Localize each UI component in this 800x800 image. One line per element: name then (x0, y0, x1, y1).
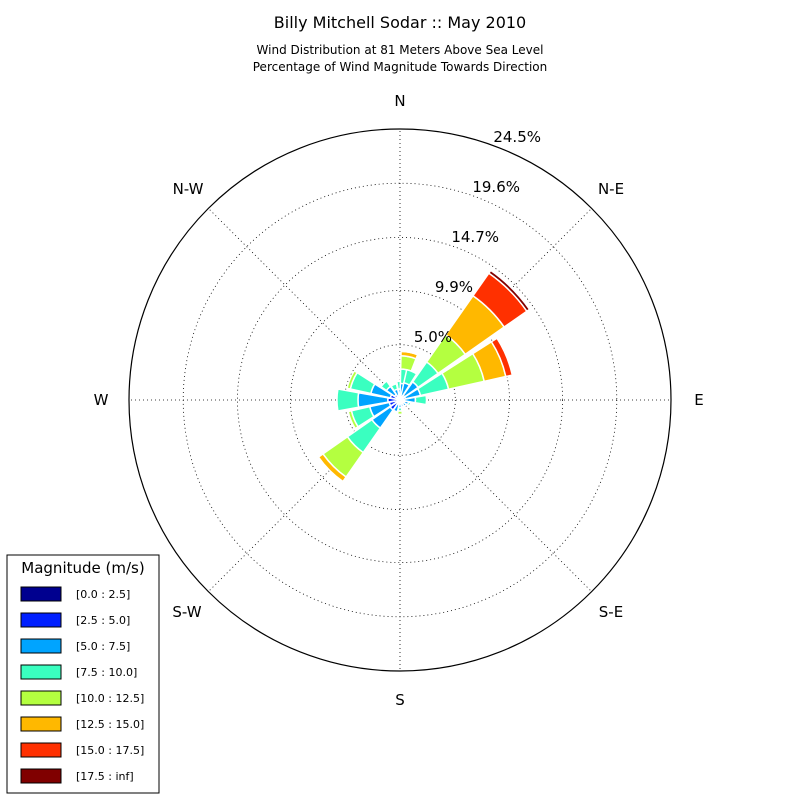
wind-bar-dir4-bin6 (490, 337, 514, 378)
wind-bar-dir5-bin3 (414, 394, 428, 406)
radial-tick-label-3: 14.7% (451, 228, 499, 246)
legend-label-2: [2.5 : 5.0] (76, 614, 130, 627)
legend-swatch-1 (20, 586, 62, 602)
radial-tick-label-2: 9.9% (435, 278, 473, 296)
legend: Magnitude (m/s) [0.0 : 2.5] [2.5 : 5.0] [5… (6, 554, 160, 794)
wind-bar-dir2-bin3 (402, 368, 418, 387)
legend-swatch-6 (20, 716, 62, 732)
legend-swatch-7 (20, 742, 62, 758)
radial-tick-label-5: 24.5% (493, 128, 541, 146)
grid-spoke-4 (399, 399, 592, 592)
direction-label-ne: N-E (598, 180, 624, 198)
legend-label-4: [7.5 : 10.0] (76, 666, 137, 679)
wind-bars (317, 269, 531, 483)
chart-subtitle-line-2: Percentage of Wind Magnitude Towards Dir… (253, 60, 547, 74)
legend-entries: [0.0 : 2.5] [2.5 : 5.0] [5.0 : 7.5] [7.5 : … (20, 586, 144, 784)
legend-swatch-8 (20, 768, 62, 784)
legend-label-7: [15.0 : 17.5] (76, 744, 144, 757)
legend-label-6: [12.5 : 15.0] (76, 718, 144, 731)
legend-swatch-2 (20, 612, 62, 628)
grid-ring-3 (236, 236, 564, 564)
wind-bar-dir3-bin7 (487, 269, 531, 313)
legend-label-3: [5.0 : 7.5] (76, 640, 130, 653)
wind-bar-dir9-bin4 (396, 410, 404, 416)
wind-bar-dir7-bin2 (401, 401, 408, 408)
wind-bar-dir14-bin4 (346, 369, 359, 390)
wind-bar-dir6-bin3 (406, 401, 412, 407)
legend-swatch-3 (20, 638, 62, 654)
chart-title: Billy Mitchell Sodar :: May 2010 (274, 13, 526, 32)
wind-bar-dir16-bin3 (390, 382, 399, 392)
wind-bar-dir15-bin3 (379, 379, 392, 392)
legend-label-8: [17.5 : inf] (76, 770, 134, 783)
radial-tick-label-1: 5.0% (414, 328, 452, 346)
radial-tick-label-4: 19.6% (472, 178, 520, 196)
wind-bar-dir12-bin4 (347, 409, 360, 430)
direction-label-e: E (694, 391, 703, 409)
polar-grid (129, 129, 671, 671)
grid-ring-1 (344, 344, 456, 456)
direction-label-nw: N-W (173, 180, 204, 198)
polar-frame (128, 128, 672, 672)
direction-label-s: S (395, 691, 405, 709)
direction-label-n: N (394, 92, 405, 110)
grid-spoke-8 (208, 208, 401, 401)
legend-label-5: [10.0 : 12.5] (76, 692, 144, 705)
legend-swatch-5 (20, 690, 62, 706)
direction-label-sw: S-W (172, 603, 201, 621)
direction-label-se: S-E (599, 603, 623, 621)
wind-bar-dir13-bin3 (336, 388, 360, 412)
direction-label-w: W (94, 391, 109, 409)
wind-bar-dir11-bin5 (317, 452, 348, 483)
wind-bar-dir1-bin6 (400, 349, 420, 356)
legend-label-1: [0.0 : 2.5] (76, 588, 130, 601)
polar-outer-circle (128, 128, 672, 672)
chart-subtitle-line-1: Wind Distribution at 81 Meters Above Sea… (257, 43, 544, 57)
legend-swatch-4 (20, 664, 62, 680)
legend-title: Magnitude (m/s) (21, 559, 144, 577)
